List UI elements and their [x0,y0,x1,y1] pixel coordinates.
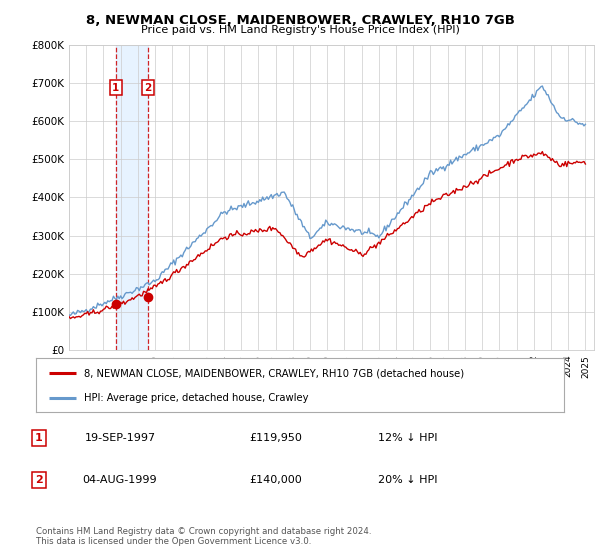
Text: Contains HM Land Registry data © Crown copyright and database right 2024.
This d: Contains HM Land Registry data © Crown c… [36,526,371,546]
Text: 19-SEP-1997: 19-SEP-1997 [85,433,155,443]
Text: £140,000: £140,000 [250,475,302,485]
Text: 2: 2 [35,475,43,485]
Text: 8, NEWMAN CLOSE, MAIDENBOWER, CRAWLEY, RH10 7GB (detached house): 8, NEWMAN CLOSE, MAIDENBOWER, CRAWLEY, R… [83,368,464,379]
Text: 8, NEWMAN CLOSE, MAIDENBOWER, CRAWLEY, RH10 7GB: 8, NEWMAN CLOSE, MAIDENBOWER, CRAWLEY, R… [86,14,514,27]
Text: Price paid vs. HM Land Registry's House Price Index (HPI): Price paid vs. HM Land Registry's House … [140,25,460,35]
Text: 1: 1 [112,82,119,92]
Text: 2: 2 [145,82,152,92]
Text: HPI: Average price, detached house, Crawley: HPI: Average price, detached house, Craw… [83,393,308,403]
Text: 20% ↓ HPI: 20% ↓ HPI [378,475,438,485]
Bar [116,45,148,350]
Text: 04-AUG-1999: 04-AUG-1999 [83,475,157,485]
Text: £119,950: £119,950 [250,433,302,443]
Text: 1: 1 [35,433,43,443]
Text: 12% ↓ HPI: 12% ↓ HPI [378,433,438,443]
